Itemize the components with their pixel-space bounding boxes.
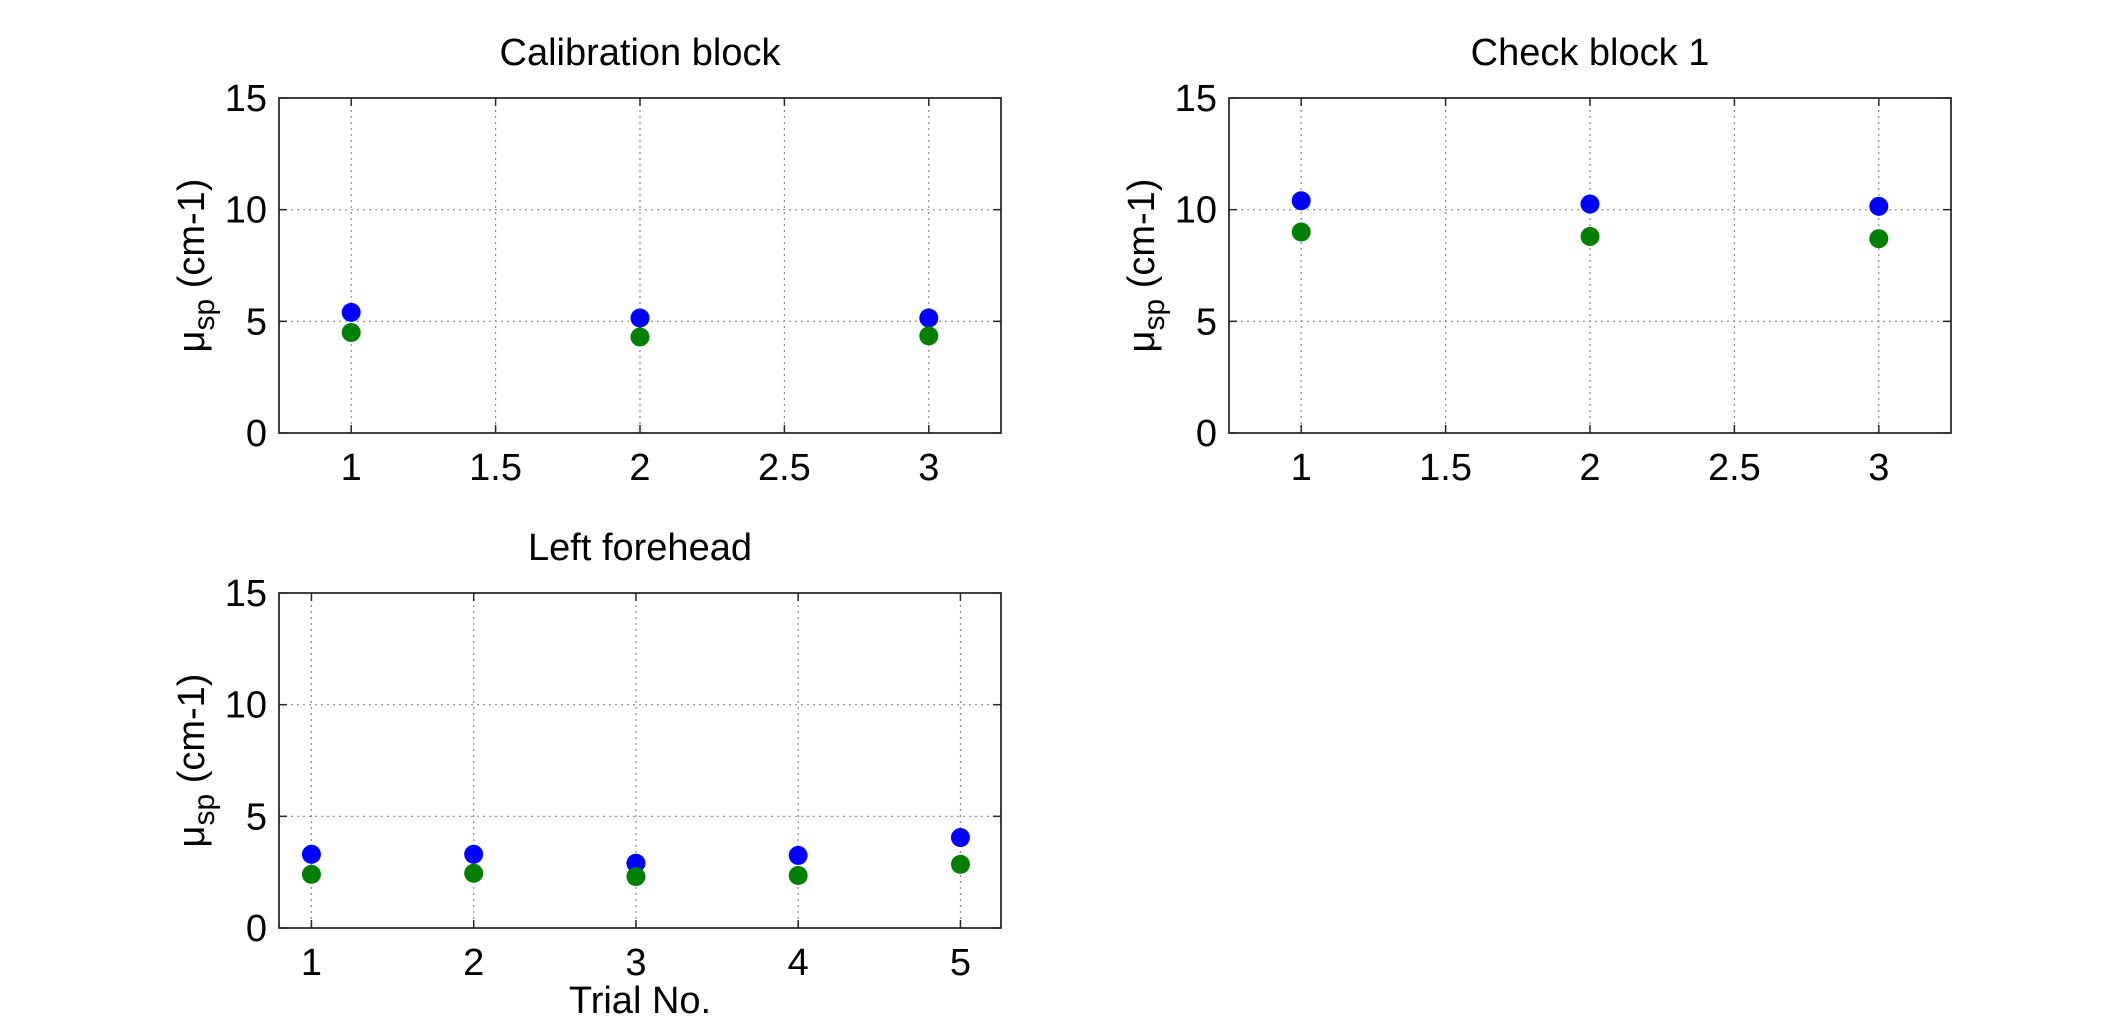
data-point-series-2 xyxy=(1869,229,1889,249)
x-axis-label: Trial No. xyxy=(569,980,711,1022)
x-tick-label: 1 xyxy=(1291,447,1312,489)
data-point-series-1 xyxy=(626,853,646,873)
subplot-title: Calibration block xyxy=(500,32,782,74)
x-tick-label: 2.5 xyxy=(1708,447,1761,489)
x-tick-label: 3 xyxy=(1868,447,1889,489)
x-tick-label: 1 xyxy=(341,447,362,489)
y-axis-label: μsp (cm-1) xyxy=(1121,179,1171,353)
x-tick-label: 2 xyxy=(629,447,650,489)
data-point-series-1 xyxy=(630,308,650,328)
y-axis-label: μsp (cm-1) xyxy=(171,179,221,353)
data-point-series-2 xyxy=(464,863,484,883)
y-tick-label: 5 xyxy=(1196,301,1217,343)
x-tick-label: 2 xyxy=(1579,447,1600,489)
axes-frame xyxy=(278,97,1002,434)
data-point-series-2 xyxy=(919,326,939,346)
data-point-series-2 xyxy=(1291,222,1311,242)
plot-area xyxy=(1228,97,1952,434)
data-point-series-1 xyxy=(788,845,808,865)
subplot-title: Left forehead xyxy=(528,527,752,569)
data-point-series-1 xyxy=(919,308,939,328)
axes-frame xyxy=(1228,97,1952,434)
y-tick-label: 0 xyxy=(246,908,267,950)
y-tick-label: 10 xyxy=(1175,190,1217,232)
x-tick-label: 3 xyxy=(625,942,646,984)
data-point-series-2 xyxy=(788,866,808,886)
x-tick-label: 3 xyxy=(918,447,939,489)
y-tick-label: 5 xyxy=(246,796,267,838)
x-tick-label: 1.5 xyxy=(469,447,522,489)
data-point-series-1 xyxy=(1869,196,1889,216)
plot-area xyxy=(278,97,1002,434)
subplot-3: 1 2 3 4 5 0 5 10 15 Left forehead μsp (cm-1) Trial … xyxy=(171,527,1002,1022)
data-point-series-1 xyxy=(341,302,361,322)
subplot-1: 1 1.5 2 2.5 3 0 5 10 15 Calibration block μsp (cm-… xyxy=(171,32,1002,489)
y-tick-label: 15 xyxy=(225,573,267,615)
y-tick-label: 5 xyxy=(246,301,267,343)
axes-frame xyxy=(278,592,1002,929)
y-tick-label: 10 xyxy=(225,190,267,232)
data-point-series-1 xyxy=(950,828,970,848)
y-tick-label: 0 xyxy=(1196,413,1217,455)
x-tick-label: 4 xyxy=(788,942,809,984)
x-tick-label: 1.5 xyxy=(1419,447,1472,489)
data-point-series-1 xyxy=(1291,191,1311,211)
data-point-series-2 xyxy=(301,864,321,884)
data-point-series-2 xyxy=(1580,226,1600,246)
x-tick-label: 1 xyxy=(301,942,322,984)
x-tick-label: 2 xyxy=(463,942,484,984)
subplot-title: Check block 1 xyxy=(1471,32,1710,74)
data-point-series-1 xyxy=(301,844,321,864)
x-tick-label: 5 xyxy=(950,942,971,984)
y-axis-label: μsp (cm-1) xyxy=(171,674,221,848)
y-tick-label: 10 xyxy=(225,685,267,727)
data-point-series-2 xyxy=(626,867,646,887)
y-tick-label: 15 xyxy=(225,78,267,120)
y-tick-label: 15 xyxy=(1175,78,1217,120)
data-point-series-1 xyxy=(1580,194,1600,214)
data-point-series-2 xyxy=(630,327,650,347)
data-point-series-1 xyxy=(464,844,484,864)
y-tick-label: 0 xyxy=(246,413,267,455)
data-point-series-2 xyxy=(950,854,970,874)
x-tick-label: 2.5 xyxy=(758,447,811,489)
data-point-series-2 xyxy=(341,323,361,342)
subplot-2: 1 1.5 2 2.5 3 0 5 10 15 Check block 1 μsp (cm-1) xyxy=(1121,32,1952,489)
